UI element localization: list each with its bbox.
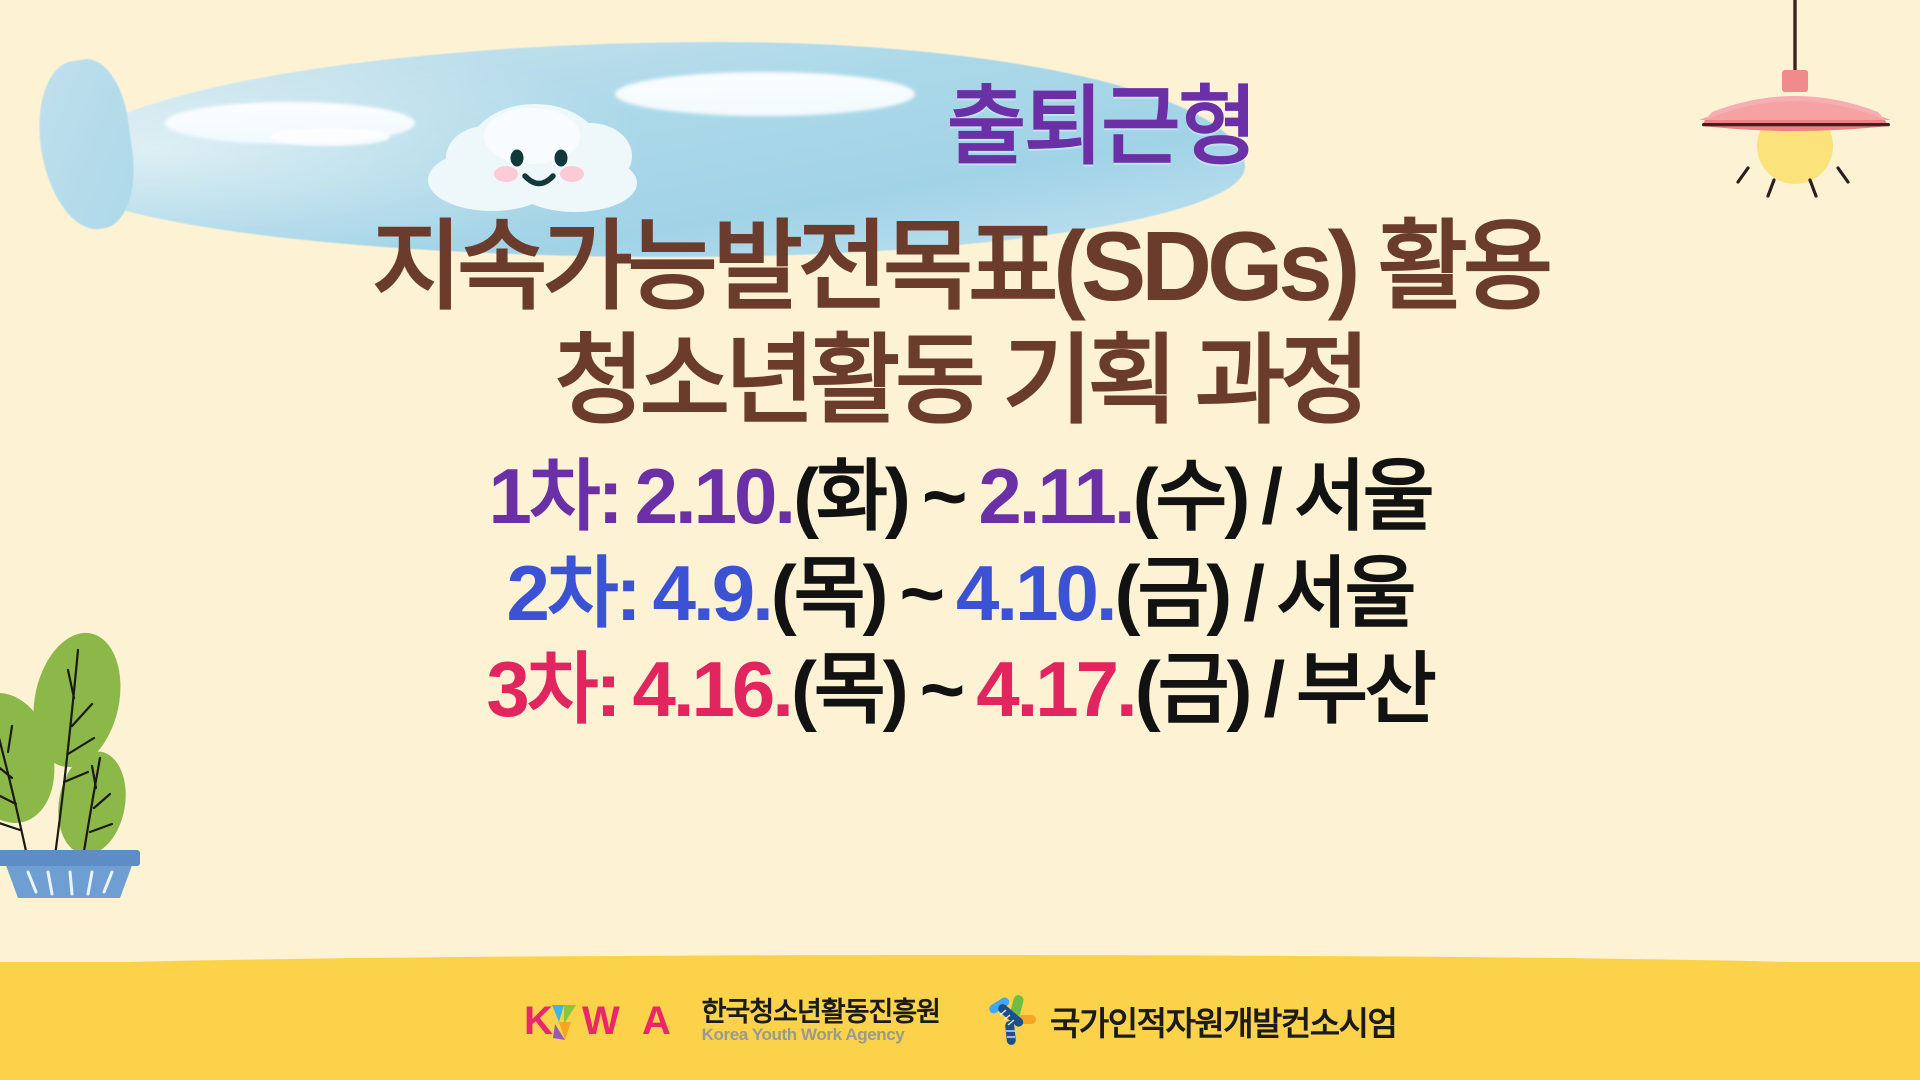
session-label: 1차: bbox=[488, 452, 624, 540]
separator: / bbox=[1261, 452, 1283, 540]
kywa-name-kr: 한국청소년활동진흥원 bbox=[701, 996, 941, 1027]
sky-wisp-small-icon bbox=[270, 128, 390, 146]
start-day: (목) bbox=[790, 645, 909, 734]
logo-nhrd: 국가인적자원개발컨소시엄 bbox=[984, 991, 1398, 1052]
end-day: (수) bbox=[1132, 452, 1251, 540]
kywa-name-en: Korea Youth Work Agency bbox=[701, 1025, 905, 1045]
end-date: 4.10. bbox=[956, 548, 1117, 637]
range-tilde: ~ bbox=[919, 645, 966, 734]
location: 부산 bbox=[1296, 645, 1437, 734]
svg-text:K: K bbox=[524, 1000, 553, 1042]
sky-wisp-right-icon bbox=[615, 72, 915, 116]
start-day: (화) bbox=[793, 452, 911, 540]
end-date: 4.17. bbox=[976, 645, 1137, 734]
smiling-cloud-icon bbox=[420, 88, 650, 213]
session-label: 3차: bbox=[486, 645, 621, 734]
schedule-row: 3차: 4.16. (목) ~ 4.17. (금) / 부산 bbox=[0, 641, 1920, 738]
schedule-list: 1차: 2.10. (화) ~ 2.11. (수) / 서울 2차: 4.9. … bbox=[0, 448, 1920, 738]
title-line-1: 지속가능발전목표(SDGs) 활용 bbox=[372, 211, 1553, 321]
svg-text:A: A bbox=[642, 1000, 671, 1042]
end-day: (금) bbox=[1134, 645, 1253, 734]
kywa-wordmark-icon: K W A bbox=[524, 1000, 686, 1042]
start-date: 4.9. bbox=[652, 548, 774, 637]
svg-text:W: W bbox=[582, 1000, 620, 1042]
pendant-lamp-icon bbox=[1690, 0, 1900, 226]
location: 서울 bbox=[1275, 548, 1417, 637]
separator: / bbox=[1263, 645, 1285, 734]
page-title: 지속가능발전목표(SDGs) 활용 청소년활동 기획 과정 bbox=[0, 211, 1920, 436]
program-type-badge: 출퇴근형 bbox=[947, 79, 1257, 175]
footer-bar: K W A 한국청소년활동진흥원 Korea Youth Work Agency bbox=[0, 955, 1920, 1080]
session-label: 2차: bbox=[506, 548, 642, 637]
range-tilde: ~ bbox=[921, 452, 968, 540]
nhrd-pinwheel-icon bbox=[984, 991, 1038, 1052]
location: 서울 bbox=[1293, 452, 1435, 540]
title-line-2: 청소년활동 기획 과정 bbox=[554, 324, 1371, 435]
schedule-row: 2차: 4.9. (목) ~ 4.10. (금) / 서울 bbox=[0, 545, 1920, 642]
end-day: (금) bbox=[1114, 548, 1233, 637]
kywa-name: 한국청소년활동진흥원 Korea Youth Work Agency bbox=[701, 996, 941, 1045]
separator: / bbox=[1243, 548, 1265, 637]
start-day: (목) bbox=[770, 548, 889, 637]
range-tilde: ~ bbox=[899, 548, 945, 637]
end-date: 2.11. bbox=[978, 452, 1135, 540]
logo-kywa: K W A 한국청소년활동진흥원 Korea Youth Work Agency bbox=[524, 996, 941, 1045]
start-date: 4.16. bbox=[632, 645, 793, 734]
start-date: 2.10. bbox=[634, 452, 796, 540]
schedule-row: 1차: 2.10. (화) ~ 2.11. (수) / 서울 bbox=[0, 448, 1920, 545]
sky-watercolor-decoration bbox=[55, 42, 1245, 257]
nhrd-name-kr: 국가인적자원개발컨소시엄 bbox=[1050, 1005, 1398, 1042]
potted-plant-icon bbox=[0, 608, 177, 898]
